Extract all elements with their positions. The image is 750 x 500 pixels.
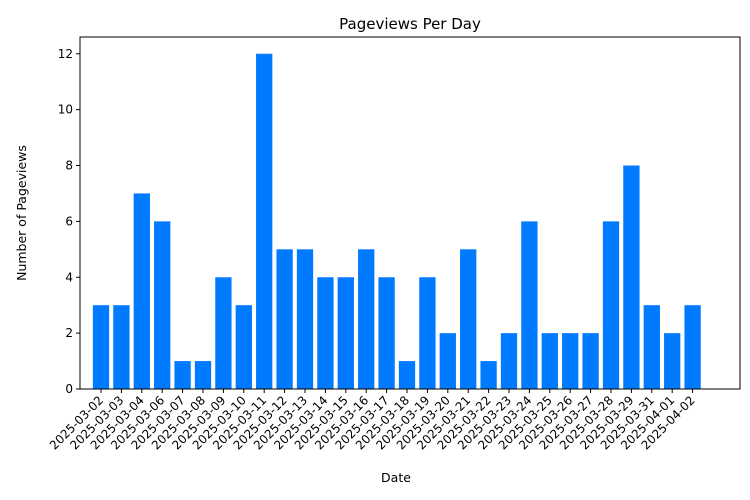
- bar-2025-03-19: [419, 277, 436, 389]
- bar-2025-03-06: [154, 221, 171, 389]
- bar-2025-03-22: [480, 361, 497, 389]
- bar-2025-03-04: [133, 193, 150, 389]
- bar-2025-03-24: [521, 221, 538, 389]
- x-axis-ticks: 2025-03-022025-03-032025-03-042025-03-06…: [47, 389, 698, 452]
- bar-2025-03-08: [194, 361, 212, 389]
- chart-title: Pageviews Per Day: [339, 15, 481, 33]
- bar-2025-03-29: [623, 165, 640, 389]
- bar-2025-03-31: [643, 305, 660, 389]
- bar-2025-03-09: [215, 277, 232, 389]
- y-tick-label: 0: [65, 382, 73, 396]
- bar-2025-03-14: [317, 277, 334, 389]
- bar-2025-03-26: [562, 333, 579, 389]
- bar-2025-03-07: [174, 361, 191, 389]
- bar-2025-03-18: [398, 361, 416, 389]
- bar-2025-03-11: [256, 53, 273, 389]
- y-tick-label: 12: [58, 47, 73, 61]
- bar-2025-03-03: [113, 305, 130, 389]
- bar-2025-03-02: [92, 305, 110, 389]
- y-tick-label: 10: [58, 103, 73, 117]
- y-tick-label: 6: [65, 214, 73, 228]
- bar-2025-03-15: [337, 277, 354, 389]
- bar-2025-03-20: [439, 333, 456, 389]
- bar-2025-03-21: [460, 249, 477, 389]
- y-axis-ticks: 0 2 4 6 8 10 12: [58, 47, 80, 396]
- bar-2025-04-02: [684, 305, 701, 389]
- bar-2025-03-25: [541, 333, 558, 389]
- bar-2025-03-12: [276, 249, 293, 389]
- bar-2025-03-16: [358, 249, 375, 389]
- bar-2025-03-23: [500, 333, 518, 389]
- y-tick-label: 4: [65, 270, 73, 284]
- bar-2025-04-01: [664, 333, 681, 389]
- bar-2025-03-17: [378, 277, 395, 389]
- y-axis-label: Number of Pageviews: [14, 145, 29, 281]
- x-axis-label: Date: [381, 470, 411, 485]
- y-tick-label: 8: [65, 159, 73, 173]
- bar-2025-03-27: [582, 333, 599, 389]
- bar-2025-03-28: [602, 221, 620, 389]
- bars-group: [92, 53, 701, 389]
- plot-frame: [79, 36, 741, 390]
- bar-2025-03-10: [235, 305, 252, 389]
- bar-2025-03-13: [296, 249, 314, 389]
- y-tick-label: 2: [65, 326, 73, 340]
